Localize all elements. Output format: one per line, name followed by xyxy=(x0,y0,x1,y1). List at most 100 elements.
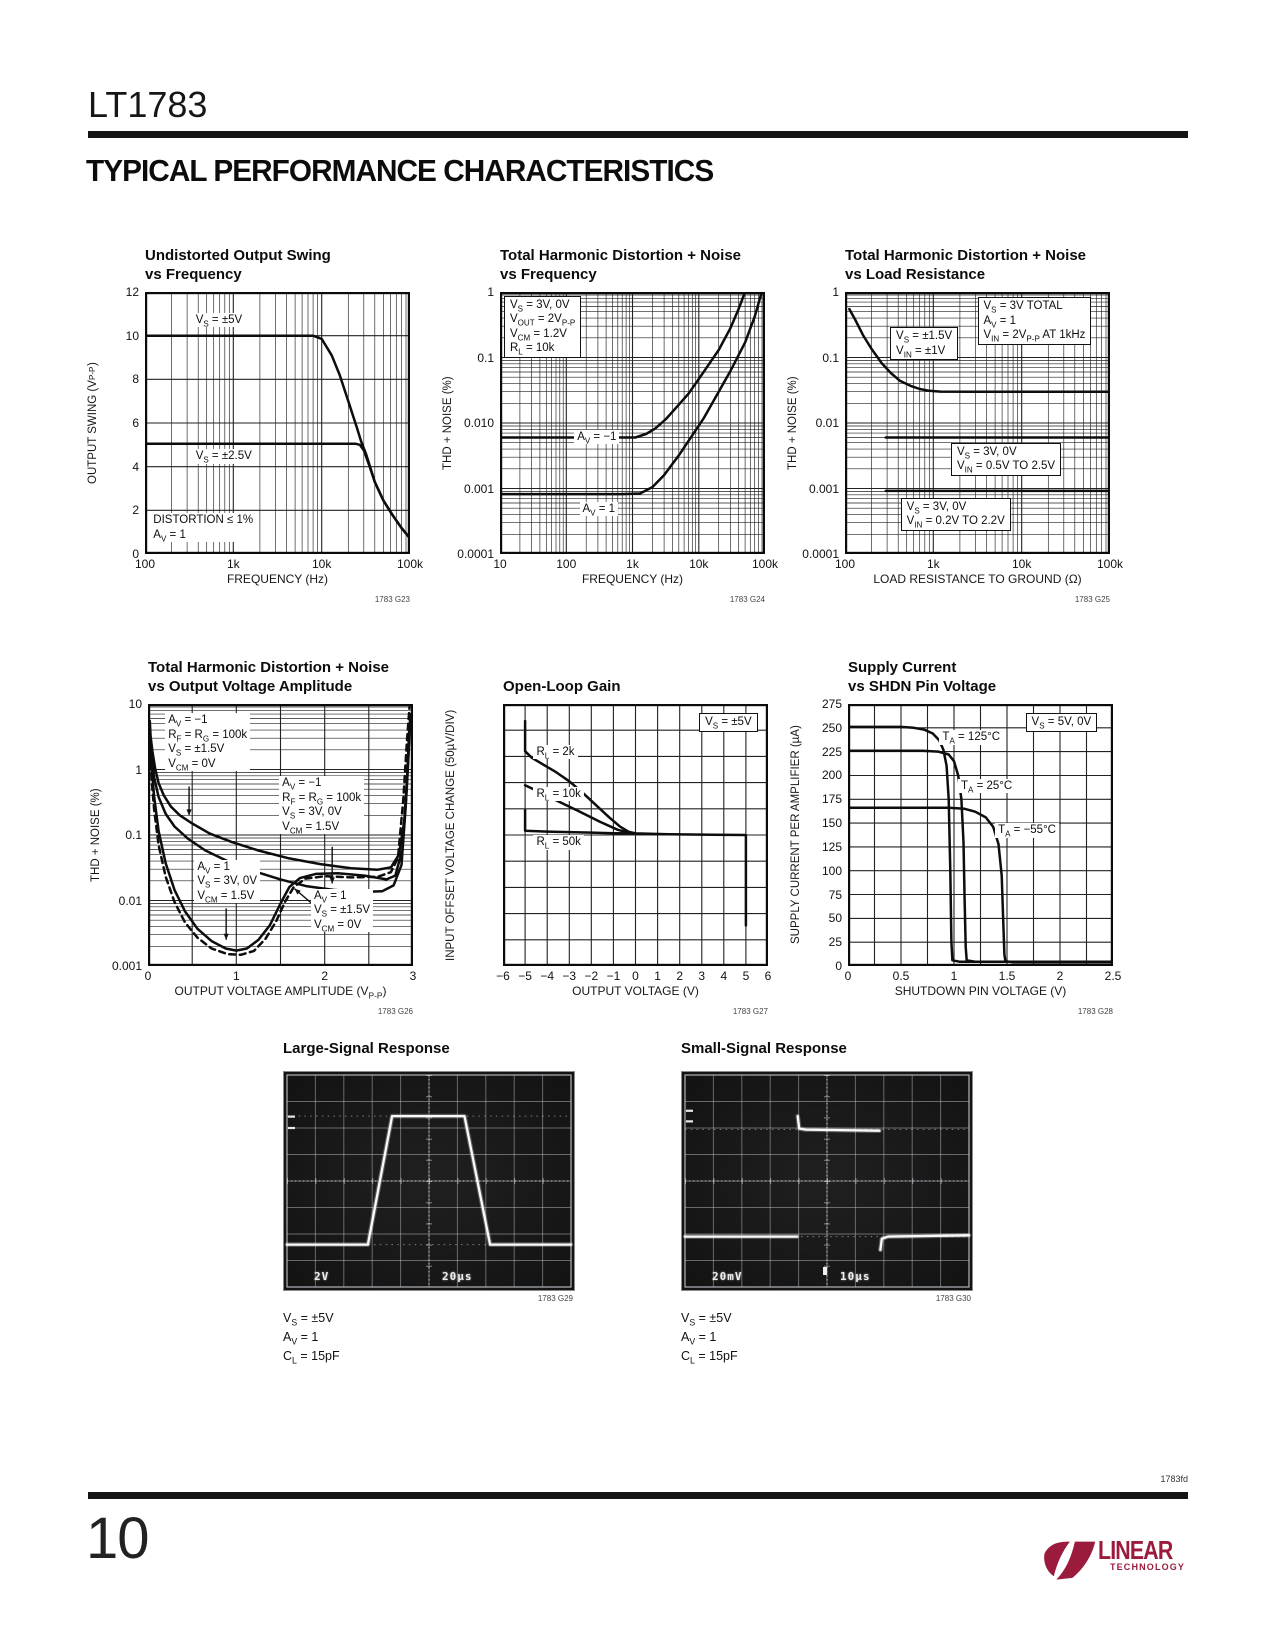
data-curve xyxy=(500,292,746,439)
axis-tick-label: 0 xyxy=(632,969,639,983)
document-revision-code: 1783fd xyxy=(1160,1474,1188,1484)
section-title: TYPICAL PERFORMANCE CHARACTERISTICS xyxy=(86,153,714,188)
graph-code: 1783 G27 xyxy=(732,1007,768,1016)
axis-tick-label: 125 xyxy=(821,839,842,854)
chart-annotation: AV = 1 VS = 3V, 0V VCM = 1.5V xyxy=(194,859,260,904)
chart-annotation: TA = 25°C xyxy=(957,778,1016,793)
chart-annotation: AV = 1 xyxy=(579,501,619,516)
axis-tick-label: 2 xyxy=(676,969,683,983)
x-axis-label: FREQUENCY (Hz) xyxy=(581,572,684,586)
page-number: 10 xyxy=(86,1506,150,1571)
axis-tick-label: 25 xyxy=(828,935,842,950)
axis-tick-label: 225 xyxy=(821,744,842,759)
scope-conditions: VS = ±5V AV = 1 CL = 15pF xyxy=(283,1311,340,1366)
chart-annotation: VS = ±5V xyxy=(192,312,246,328)
axis-tick-label: 0.5 xyxy=(892,969,910,983)
scope-large-signal: Large-Signal Response 2V 20µs 1783 G29 V… xyxy=(283,1040,575,1366)
data-curve xyxy=(523,808,637,835)
x-axis-label: LOAD RESISTANCE TO GROUND (Ω) xyxy=(873,572,1082,586)
axis-tick-label: 0 xyxy=(835,959,842,973)
axis-tick-label: 2 xyxy=(321,969,328,983)
x-axis-label: OUTPUT VOLTAGE (V) xyxy=(572,984,699,998)
linear-technology-logo: LINEAR TECHNOLOGY xyxy=(1042,1537,1192,1584)
chart-annotation: AV = −1 xyxy=(574,429,620,444)
y-axis-label: SUPPLY CURRENT PER AMPLIFIER (µA) xyxy=(790,725,802,945)
axis-tick-label: 1 xyxy=(135,762,142,777)
y-axis-label: INPUT OFFSET VOLTAGE CHANGE (50µV/DIV) xyxy=(445,709,457,961)
axis-tick-label: 100k xyxy=(396,557,424,571)
axis-tick-label: 0.0001 xyxy=(457,547,494,561)
axis-tick-label: 6 xyxy=(764,969,772,983)
axis-tick-label: −2 xyxy=(584,969,599,983)
y-axis-ticks: 0 25 50 75 100 125 150 175 200 225 250 275 xyxy=(804,697,848,973)
graph-code: 1783 G28 xyxy=(1077,1007,1113,1016)
data-curve xyxy=(148,705,411,957)
axis-tick-label: 0.01 xyxy=(815,416,839,430)
chart-annotation: RL = 10k xyxy=(533,786,584,801)
graph-code: 1783 G24 xyxy=(729,595,765,604)
axis-tick-label: 1k xyxy=(626,557,639,571)
logo-sub-text: TECHNOLOGY xyxy=(1109,1562,1185,1573)
axis-tick-label: 0.1 xyxy=(477,350,494,365)
axis-tick-label: 100 xyxy=(556,557,577,571)
axis-tick-label: 6 xyxy=(132,416,139,430)
y-axis-label: THD + NOISE (%) xyxy=(787,376,799,470)
axis-tick-label: 1 xyxy=(232,969,240,983)
axis-tick-label: 0 xyxy=(132,547,139,561)
axis-tick-label: 0.010 xyxy=(463,416,494,430)
scope-title: Small-Signal Response xyxy=(681,1040,847,1057)
plot-area: VS = 5V, 0V TA = 125°C TA = 25°C TA = −55°C xyxy=(848,704,1113,966)
axis-tick-label: 75 xyxy=(828,887,842,902)
chart-annotation: VS = 3V, 0V VIN = 0.5V TO 2.5V xyxy=(951,442,1062,476)
axis-tick-label: 8 xyxy=(132,372,139,387)
axis-tick-label: 4 xyxy=(720,969,728,983)
x-axis-ticks: 0 1 2 3 xyxy=(145,966,417,983)
axis-tick-label: −1 xyxy=(606,969,621,983)
axis-tick-label: 175 xyxy=(821,792,842,807)
data-curve xyxy=(848,307,1110,393)
scope-trace xyxy=(796,1114,881,1132)
y-axis-ticks: 1 0.1 0.010 0.001 0.0001 xyxy=(456,285,500,561)
axis-tick-label: 4 xyxy=(132,459,139,474)
chart-title: Undistorted Output Swing vs Frequency xyxy=(145,247,331,283)
chart-open-loop-gain: Open-Loop Gain INPUT OFFSET VOLTAGE CHAN… xyxy=(443,640,793,1016)
chart-annotation: RL = 50k xyxy=(533,835,584,850)
header-rule xyxy=(88,131,1188,138)
axis-tick-label: 1 xyxy=(832,285,839,299)
axis-tick-label: 10k xyxy=(689,557,709,571)
data-curve xyxy=(145,442,410,540)
scope-conditions: VS = ±5V AV = 1 CL = 15pF xyxy=(681,1311,738,1366)
chart-supply-current-vs-shdn: Supply Current vs SHDN Pin Voltage SUPPLY… xyxy=(788,640,1138,1016)
chart-annotation: VS = ±5V xyxy=(699,713,758,732)
axis-tick-label: 1k xyxy=(926,557,940,571)
chart-thd-vs-load-resistance: Total Harmonic Distortion + Noise vs Load… xyxy=(785,228,1135,604)
axis-tick-label: 0.1 xyxy=(822,350,839,365)
chart-annotation: RL = 2k xyxy=(533,744,578,759)
chart-annotation: TA = 125°C xyxy=(939,730,1004,745)
data-curve xyxy=(148,712,412,952)
graph-code: 1783 G25 xyxy=(1074,595,1110,604)
x-axis-ticks: 100 1k 10k 100k xyxy=(835,554,1123,571)
oscilloscope-photo: 20mV 10µs xyxy=(681,1071,973,1291)
scope-trace xyxy=(285,1114,573,1246)
axis-tick-label: −6 xyxy=(496,969,510,983)
chart-annotation: DISTORTION ≤ 1% AV = 1 xyxy=(150,513,257,543)
chart-undistorted-output-swing: Undistorted Output Swing vs Frequency OUT… xyxy=(85,228,435,604)
axis-tick-label: 100k xyxy=(1096,557,1124,571)
data-curve xyxy=(848,749,1113,963)
volt-per-div-readout: 20mV xyxy=(712,1270,743,1283)
axis-tick-label: −3 xyxy=(562,969,577,983)
axis-tick-label: 1 xyxy=(487,285,494,299)
part-number: LT1783 xyxy=(88,84,208,125)
axis-tick-label: 100k xyxy=(751,557,779,571)
chart-annotation: AV = 1 VS = ±1.5V VCM = 0V xyxy=(310,888,374,933)
data-curve xyxy=(848,806,1113,964)
y-axis-label: THD + NOISE (%) xyxy=(90,788,102,882)
graph-code: 1783 G29 xyxy=(537,1294,573,1303)
axis-tick-label: 50 xyxy=(828,911,842,926)
x-axis-label: OUTPUT VOLTAGE AMPLITUDE (VP-P) xyxy=(174,984,387,1001)
chart-annotation: VS = ±2.5V xyxy=(192,449,255,464)
y-axis-ticks: 0 2 4 6 8 10 12 xyxy=(101,285,145,561)
data-curve xyxy=(848,725,1113,963)
